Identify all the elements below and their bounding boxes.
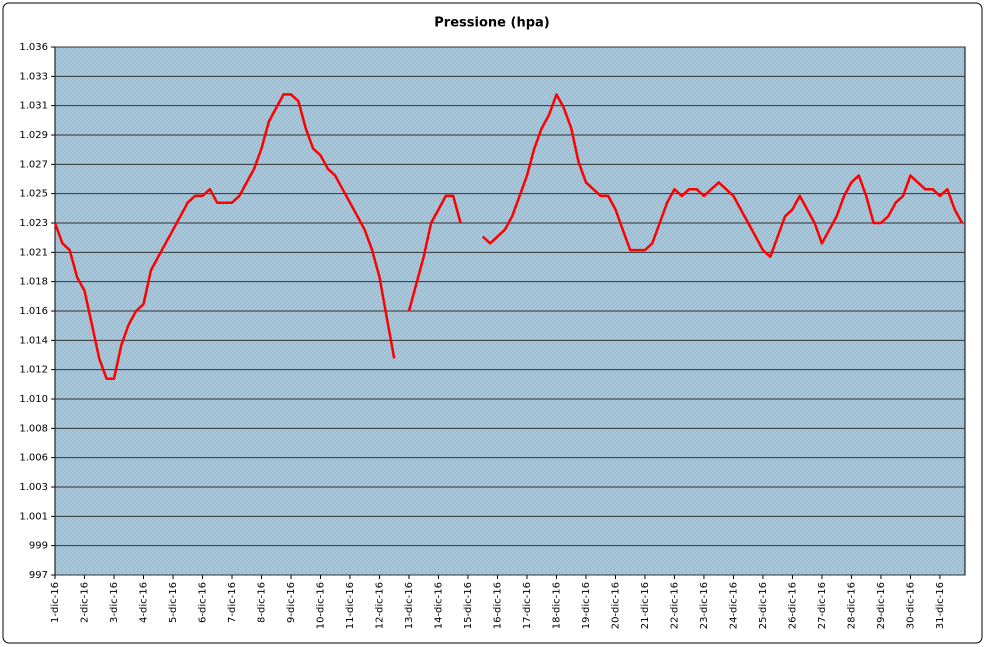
y-tick-label: 1.021 [19,247,48,258]
x-tick-label: 25-dic-16 [758,582,769,629]
x-tick-label: 5-dic-16 [168,582,179,623]
x-tick-label: 24-dic-16 [728,582,739,629]
x-tick-label: 29-dic-16 [876,582,887,629]
x-tick-label: 21-dic-16 [640,582,651,629]
x-tick-label: 26-dic-16 [787,582,798,629]
y-tick-label: 1.036 [19,42,48,53]
x-tick-label: 19-dic-16 [581,582,592,629]
x-tick-label: 11-dic-16 [345,582,356,629]
x-tick-label: 15-dic-16 [463,582,474,629]
y-tick-label: 1.033 [19,71,48,82]
x-tick-label: 22-dic-16 [669,582,680,629]
y-tick-label: 1.010 [19,394,48,405]
x-tick-label: 27-dic-16 [817,582,828,629]
line-series [53,93,964,380]
x-tick-label: 2-dic-16 [79,582,90,623]
x-tick-label: 20-dic-16 [610,582,621,629]
x-tick-label: 8-dic-16 [256,582,267,623]
x-tick-label: 4-dic-16 [138,582,149,623]
x-tick-label: 6-dic-16 [197,582,208,623]
y-tick-label: 1.014 [19,335,48,346]
y-tick-label: 1.025 [19,189,48,200]
x-tick-label: 10-dic-16 [315,582,326,629]
y-tick-label: 1.031 [19,101,48,112]
x-tick-label: 7-dic-16 [227,582,238,623]
x-tick-label: 1-dic-16 [50,582,61,623]
x-tick-label: 16-dic-16 [492,582,503,629]
y-tick-label: 999 [29,541,48,552]
x-tick-label: 17-dic-16 [522,582,533,629]
y-tick-label: 1.006 [19,453,48,464]
y-tick-label: 1.029 [19,130,48,141]
x-tick-label: 14-dic-16 [433,582,444,629]
y-tick-label: 1.001 [19,511,48,522]
x-tick-label: 3-dic-16 [109,582,120,623]
x-tick-label: 28-dic-16 [846,582,857,629]
x-tick-label: 31-dic-16 [935,582,946,629]
x-tick-label: 18-dic-16 [551,582,562,629]
x-tick-label: 30-dic-16 [905,582,916,629]
y-tick-label: 997 [29,570,48,581]
y-tick-label: 1.027 [19,159,48,170]
chart-title: Pressione (hpa) [434,16,549,31]
x-tick-label: 23-dic-16 [699,582,710,629]
x-tick-label: 13-dic-16 [404,582,415,629]
y-tick-label: 1.018 [19,277,48,288]
y-tick-label: 1.023 [19,218,48,229]
x-tick-label: 9-dic-16 [286,582,297,623]
y-tick-label: 1.003 [19,482,48,493]
y-tick-label: 1.016 [19,306,48,317]
x-tick-label: 12-dic-16 [374,582,385,629]
y-tick-label: 1.012 [19,365,48,376]
y-tick-label: 1.008 [19,423,48,434]
